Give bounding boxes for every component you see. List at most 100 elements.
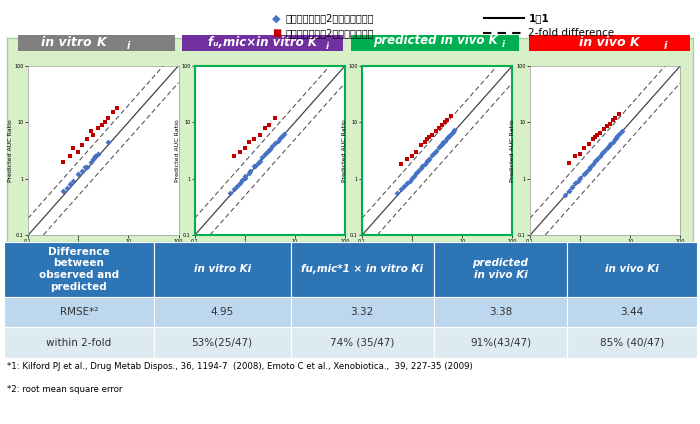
Point	[442, 135, 453, 142]
Point	[262, 148, 273, 155]
Point	[278, 130, 289, 137]
Point	[583, 140, 594, 147]
Point	[610, 114, 621, 121]
Point	[68, 145, 79, 151]
Point	[248, 136, 259, 142]
Point	[395, 161, 407, 168]
Text: 53%(25/47): 53%(25/47)	[192, 338, 253, 348]
Text: in vitro Ki: in vitro Ki	[194, 264, 251, 274]
Point	[254, 157, 265, 164]
Text: within 2-fold: within 2-fold	[46, 338, 111, 348]
Text: *1: Kilford PJ et al., Drug Metab Dispos., 36, 1194-7  (2008), Emoto C et al., X: *1: Kilford PJ et al., Drug Metab Dispos…	[7, 362, 472, 371]
Point	[239, 145, 251, 151]
Text: 予測との乖離が2倍以上のケース: 予測との乖離が2倍以上のケース	[286, 28, 374, 38]
Point	[88, 131, 99, 138]
Text: 3.38: 3.38	[489, 307, 512, 317]
Point	[245, 167, 256, 174]
Point	[587, 136, 598, 142]
Point	[442, 117, 453, 123]
Point	[449, 127, 460, 134]
Point	[570, 153, 581, 160]
Point	[407, 174, 418, 181]
Point	[587, 161, 598, 167]
Text: ◆: ◆	[272, 13, 281, 23]
Point	[243, 170, 254, 177]
Point	[416, 163, 428, 170]
Point	[73, 148, 84, 155]
Point	[435, 142, 447, 149]
Point	[103, 139, 114, 145]
Point	[73, 171, 84, 178]
Text: 74% (35/47): 74% (35/47)	[330, 338, 394, 348]
Text: ■: ■	[272, 28, 281, 38]
Point	[81, 136, 92, 142]
Text: predicted in vivo K: predicted in vivo K	[373, 34, 498, 47]
Point	[424, 156, 435, 162]
Text: 1：1: 1：1	[528, 13, 550, 23]
Point	[239, 174, 251, 181]
X-axis label: Observed AUC Ratio: Observed AUC Ratio	[238, 247, 302, 251]
Point	[419, 160, 430, 167]
Point	[442, 134, 454, 141]
Point	[437, 121, 448, 128]
Point	[270, 114, 281, 121]
Point	[424, 134, 435, 140]
Point	[415, 165, 426, 171]
Point	[421, 136, 433, 142]
Point	[597, 150, 608, 156]
Point	[395, 186, 407, 193]
Text: fᵤ,mic×in vitro K: fᵤ,mic×in vitro K	[208, 36, 317, 49]
Point	[111, 104, 122, 111]
Point	[224, 190, 235, 197]
Point	[259, 151, 270, 158]
Point	[607, 117, 618, 123]
Point	[430, 148, 442, 154]
Point	[409, 173, 420, 179]
Point	[228, 153, 239, 160]
Point	[594, 129, 606, 136]
Point	[263, 121, 274, 128]
Text: i: i	[326, 42, 329, 51]
Point	[232, 182, 243, 189]
Point	[270, 139, 281, 146]
Text: 4.95: 4.95	[211, 307, 234, 317]
Point	[447, 129, 458, 136]
Point	[265, 145, 276, 152]
Point	[419, 139, 430, 145]
Point	[57, 188, 69, 195]
Point	[402, 179, 413, 186]
Point	[607, 138, 618, 145]
Point	[421, 158, 433, 165]
Point	[391, 190, 402, 197]
Point	[103, 114, 114, 121]
Point	[605, 120, 616, 127]
Point	[234, 148, 246, 155]
Point	[610, 135, 621, 142]
Point	[570, 180, 581, 187]
Point	[439, 138, 450, 145]
Point	[603, 142, 615, 149]
Text: Difference
between
observed and
predicted: Difference between observed and predicte…	[38, 247, 119, 292]
Y-axis label: Predicted AUC Ratio: Predicted AUC Ratio	[342, 119, 347, 182]
Point	[239, 173, 251, 180]
Point	[578, 170, 589, 177]
Point	[237, 177, 248, 184]
Text: i: i	[664, 42, 667, 51]
Point	[589, 157, 601, 164]
Point	[598, 126, 610, 133]
Point	[415, 141, 426, 148]
Point	[559, 192, 570, 198]
Point	[263, 147, 274, 153]
Point	[439, 119, 450, 126]
Point	[76, 167, 88, 174]
Point	[592, 131, 603, 138]
Point	[445, 112, 456, 119]
Point	[434, 144, 445, 151]
Text: 予測との乖離が2倍以内のケース: 予測との乖離が2倍以内のケース	[286, 13, 374, 23]
Point	[410, 170, 421, 177]
Point	[572, 178, 583, 184]
Text: 85% (40/47): 85% (40/47)	[600, 338, 664, 348]
Point	[613, 111, 624, 117]
Point	[575, 150, 586, 157]
Point	[256, 154, 267, 161]
